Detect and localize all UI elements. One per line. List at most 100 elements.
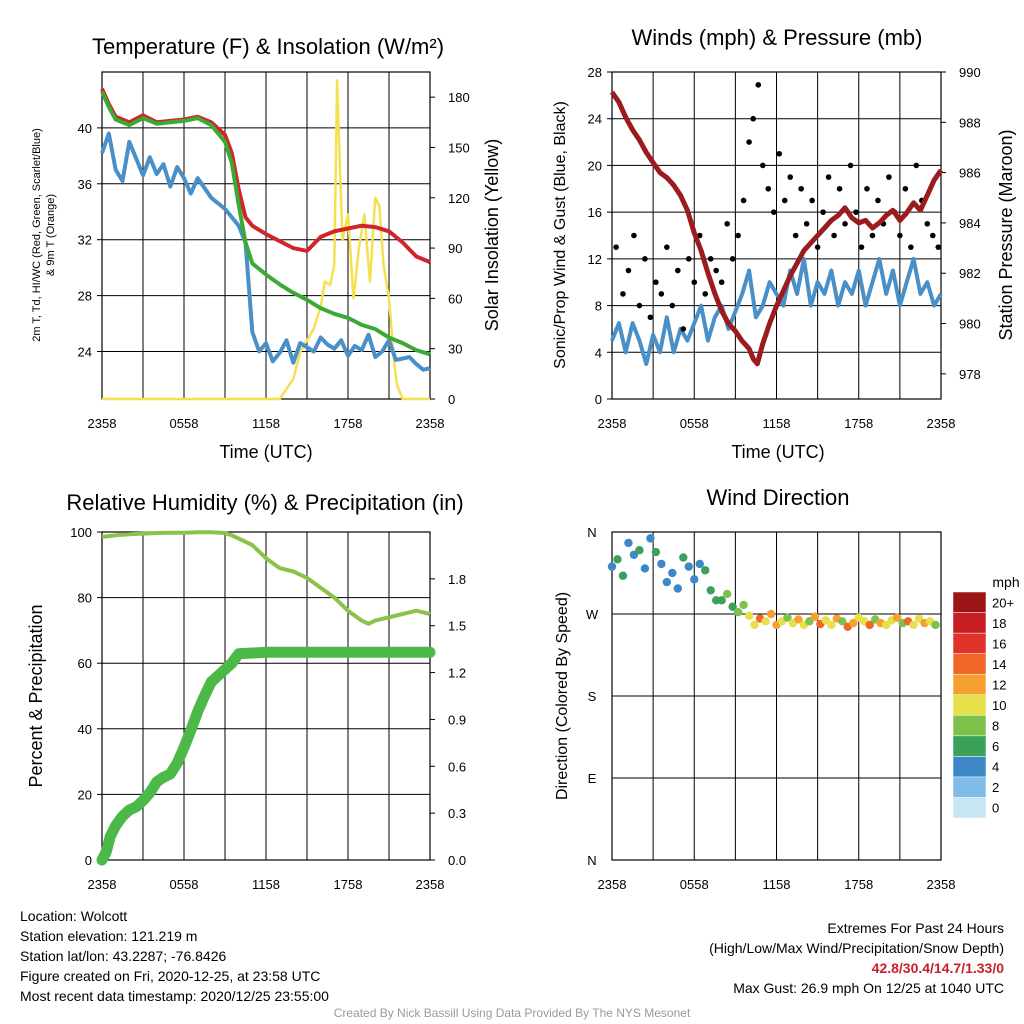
- series-td: [100, 90, 431, 357]
- y-tick-label: 20: [588, 158, 602, 173]
- x-tick-label: 2358: [598, 416, 627, 431]
- colorbar-label: 8: [992, 719, 999, 734]
- gust-point: [814, 244, 821, 250]
- extremes-subheading: (High/Low/Max Wind/Precipitation/Snow De…: [709, 940, 1004, 956]
- direction-point: [849, 618, 858, 628]
- y-tick-label: 40: [78, 722, 92, 737]
- y-tick-label: 28: [588, 65, 602, 80]
- series-relative-humidity: [101, 530, 431, 626]
- y2-tick-label: 1.2: [448, 666, 466, 681]
- gust-point: [765, 185, 772, 192]
- gust-point: [664, 244, 670, 250]
- winds-y2label: Station Pressure (Maroon): [996, 129, 1016, 340]
- y-tick-label: 4: [595, 345, 602, 360]
- temperature-ylabel-line2: & 9m T (Orange): [45, 194, 57, 276]
- direction-point: [640, 564, 650, 573]
- y-tick-label: E: [588, 771, 597, 786]
- colorbar-title: mph: [992, 574, 1019, 590]
- gust-point: [902, 185, 909, 192]
- direction-point: [684, 562, 693, 571]
- gust-point: [647, 314, 654, 321]
- gust-point: [713, 267, 719, 274]
- colorbar-swatch: [952, 715, 987, 737]
- gust-point: [631, 232, 637, 239]
- direction-point: [651, 547, 661, 557]
- x-tick-label: 2358: [416, 416, 445, 431]
- gust-point: [680, 326, 687, 332]
- gust-point: [803, 221, 810, 227]
- direction-point: [679, 553, 688, 562]
- temperature-title: Temperature (F) & Insolation (W/m²): [92, 34, 444, 59]
- x-tick-label: 0558: [680, 416, 709, 431]
- x-tick-label: 1758: [334, 416, 363, 431]
- x-tick-label: 1758: [844, 877, 873, 892]
- gust-point: [864, 185, 870, 192]
- direction-point: [690, 575, 699, 584]
- y-tick-label: 80: [78, 591, 92, 606]
- gust-point: [886, 174, 892, 180]
- gust-point: [625, 267, 632, 274]
- colorbar-swatch: [952, 653, 987, 675]
- gust-point: [781, 197, 788, 204]
- y-tick-label: 32: [78, 233, 92, 248]
- colorbar-swatch: [952, 756, 987, 778]
- x-tick-label: 1158: [252, 416, 280, 431]
- colorbar-label: 14: [992, 657, 1006, 672]
- colorbar-label: 2: [992, 780, 999, 795]
- y-tick-label: 36: [78, 177, 92, 192]
- gust-point: [908, 244, 914, 250]
- y2-tick-label: 30: [448, 342, 462, 357]
- gust-point: [755, 82, 762, 88]
- gust-point: [847, 162, 854, 169]
- y-tick-label: 24: [78, 344, 92, 359]
- direction-point: [909, 620, 918, 630]
- gust-point: [776, 150, 783, 157]
- gust-point: [658, 291, 665, 297]
- y2-tick-label: 90: [448, 241, 462, 256]
- panel-0: 2358 0558 1158 1758 2358 24 28 32 36 40 0 30 60 90 120…: [78, 71, 470, 431]
- direction-point: [613, 555, 622, 564]
- colorbar-label: 0: [992, 801, 999, 816]
- x-tick-label: 2358: [927, 877, 956, 892]
- elevation-text: Station elevation: 121.219 m: [20, 928, 198, 944]
- y-tick-label: W: [586, 607, 599, 622]
- colorbar-swatch: [952, 591, 987, 613]
- gust-point: [825, 174, 832, 180]
- x-tick-label: 1758: [334, 877, 363, 892]
- direction-point: [624, 538, 633, 548]
- direction-point: [646, 534, 655, 543]
- gust-point: [735, 232, 741, 239]
- gust-point: [875, 197, 881, 204]
- winds-ylabel: Sonic/Prop Wind & Gust (Blue, Black): [552, 101, 569, 369]
- y2-tick-label: 1.5: [448, 619, 466, 634]
- panel-3: 2358 0558 1158 1758 2358NWSEN024681012141618…: [586, 525, 1014, 892]
- direction-point: [810, 612, 820, 621]
- panel-2: 2358 0558 1158 1758 2358 0 20 40 60 80 100 0.0 0.3 0.…: [70, 525, 466, 892]
- direction-point: [794, 615, 803, 624]
- direction-point: [668, 568, 677, 578]
- colorbar-label: 20+: [992, 595, 1014, 610]
- y-tick-label: 12: [588, 252, 602, 267]
- station-info: Location: Wolcott Station elevation: 121…: [20, 906, 329, 1006]
- gust-point: [798, 185, 804, 192]
- extremes-heading: Extremes For Past 24 Hours: [827, 920, 1004, 936]
- y2-tick-label: 0: [448, 392, 455, 407]
- x-tick-label: 0558: [170, 877, 199, 892]
- y2-tick-label: 0.0: [448, 853, 466, 868]
- x-tick-label: 2358: [416, 877, 445, 892]
- y-tick-label: 0: [85, 853, 92, 868]
- gust-point: [746, 139, 752, 145]
- max-gust-text: Max Gust: 26.9 mph On 12/25 at 1040 UTC: [733, 980, 1004, 996]
- colorbar-swatch: [952, 797, 987, 819]
- y2-tick-label: 980: [959, 317, 981, 332]
- gust-point: [685, 256, 692, 262]
- y2-tick-label: 0.6: [448, 759, 466, 774]
- y-tick-label: 0: [595, 392, 602, 407]
- direction-point: [701, 566, 710, 575]
- y2-tick-label: 978: [959, 367, 981, 382]
- gust-point: [702, 291, 709, 297]
- colorbar-swatch: [952, 776, 987, 798]
- x-tick-label: 2358: [598, 877, 627, 892]
- gust-point: [897, 232, 903, 239]
